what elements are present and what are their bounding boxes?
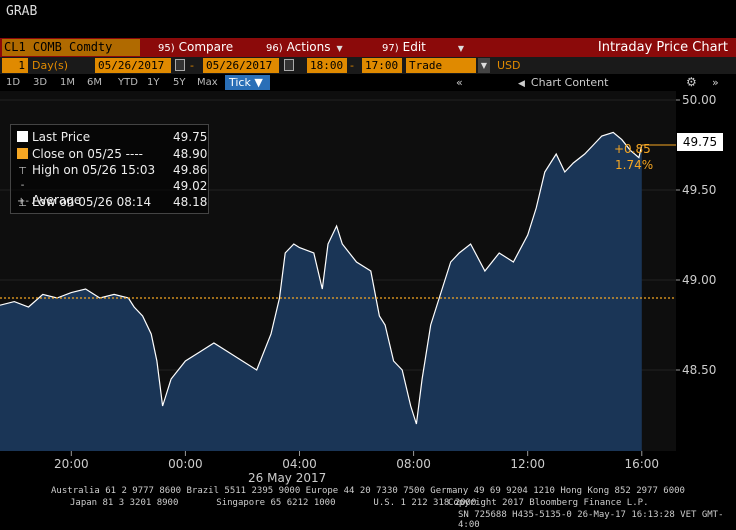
legend-value: 48.18 [173,195,208,209]
y-tick-label: 49.50 [682,183,716,197]
date-range-dash: - [190,59,194,72]
chart-content-label: Chart Content [530,76,609,89]
y-tick-label: 48.50 [682,363,716,377]
legend-item-high: ⊤ High on 05/26 15:03 49.86 [17,162,207,178]
ticker-field[interactable]: CL1 COMB Comdty [2,39,140,56]
edit-button[interactable]: 97) Edit ▼ [382,39,464,56]
x-tick-label: 12:00 [510,457,545,471]
compare-label: Compare [178,40,234,54]
caret-left-icon: ◀ [518,79,525,89]
change-percent: 1.74% [615,158,654,172]
compare-button[interactable]: 95) Compare [158,39,233,56]
end-time-field[interactable]: 17:00 [362,58,402,73]
timeframe-1y[interactable]: 1Y [147,77,160,88]
gear-icon[interactable]: ⚙ [686,75,697,89]
price-line [0,131,643,425]
timeframe-max[interactable]: Max [197,77,218,88]
edit-label: Edit [402,40,426,54]
y-tick-label: 49.00 [682,273,716,287]
timeframe-ytd[interactable]: YTD [118,77,138,88]
calendar-icon[interactable] [284,59,294,71]
actions-label: Actions [286,40,331,54]
legend[interactable]: Last Price 49.75 Close on 05/25 ---- 48.90… [10,124,209,214]
start-time-field[interactable]: 18:00 [307,58,347,73]
title-bar: GRAB [0,0,736,38]
footer-copyright: Copyright 2017 Bloomberg Finance L.P. [448,498,649,508]
period-value-field[interactable]: 1 [2,58,28,73]
compare-number: 95) [158,43,175,54]
currency-label[interactable]: USD [497,59,521,72]
edit-number: 97) [382,43,399,54]
low-marker-icon: ⊥ [18,198,27,209]
legend-label: Low on 05/26 08:14 [32,195,152,209]
legend-item-average: -+- Average 49.02 [17,178,208,207]
scroll-left-icon[interactable]: « [456,76,463,89]
actions-number: 96) [266,43,283,54]
legend-swatch [17,148,28,159]
legend-value: 49.86 [173,163,208,177]
chevron-down-icon: ▼ [336,44,343,53]
legend-label: High on 05/26 15:03 [32,163,156,177]
y-tick-label: 50.00 [682,93,716,107]
chevron-down-icon[interactable]: ▼ [478,58,490,73]
legend-label: Last Price [32,130,91,144]
chart-content-button[interactable]: ◀ Chart Content [518,74,608,93]
actions-button[interactable]: 96) Actions ▼ [266,39,343,56]
x-tick-label: 04:00 [282,457,317,471]
legend-label: Close on 05/25 ---- [32,147,143,161]
timeframe-6m[interactable]: 6M [87,77,102,88]
period-unit-label[interactable]: Day(s) [32,59,69,72]
end-date-field[interactable]: 05/26/2017 [203,58,279,73]
legend-value: 49.02 [173,179,208,193]
x-tick-label: 20:00 [54,457,89,471]
timeframe-bar [0,74,736,91]
legend-value: 48.90 [173,147,208,161]
legend-item-low: ⊥ Low on 05/26 08:14 48.18 [17,194,207,210]
legend-label: Average [32,193,82,207]
legend-value: 49.75 [173,130,208,144]
timeframe-1m[interactable]: 1M [60,77,75,88]
change-absolute: +0.85 [614,142,651,156]
time-range-dash: - [350,59,354,72]
legend-swatch [17,131,28,142]
start-date-field[interactable]: 05/26/2017 [95,58,171,73]
high-marker-icon: ⊤ [18,166,27,177]
footer-contacts-2: Japan 81 3 3201 8900 Singapore 65 6212 1… [70,498,477,508]
price-area-fill [0,132,642,451]
window-title: GRAB [6,4,38,19]
footer-contacts-1: Australia 61 2 9777 8600 Brazil 5511 239… [51,486,685,496]
tick-button[interactable]: Tick ▼ [225,75,270,90]
timeframe-1d[interactable]: 1D [6,77,21,88]
average-marker-icon: -+- [17,180,29,207]
date-axis-label: 26 May 2017 [248,471,327,485]
chevron-down-icon: ▼ [457,44,465,53]
x-tick-label: 16:00 [624,457,659,471]
calendar-icon[interactable] [175,59,185,71]
x-tick-label: 00:00 [168,457,203,471]
footer-session-info: SN 725688 H435-5135-0 26-May-17 16:13:28… [458,510,724,530]
x-tick-label: 08:00 [396,457,431,471]
event-select[interactable]: Trade [406,58,476,73]
legend-item-close: Close on 05/25 ---- 48.90 [17,146,207,162]
scroll-right-icon[interactable]: » [712,76,719,89]
timeframe-3d[interactable]: 3D [33,77,48,88]
chart-title: Intraday Price Chart [597,40,728,55]
last-price-marker: 49.75 [677,133,723,151]
legend-item-last-price: Last Price 49.75 [17,129,207,145]
timeframe-5y[interactable]: 5Y [173,77,186,88]
menu-bar [0,38,736,57]
